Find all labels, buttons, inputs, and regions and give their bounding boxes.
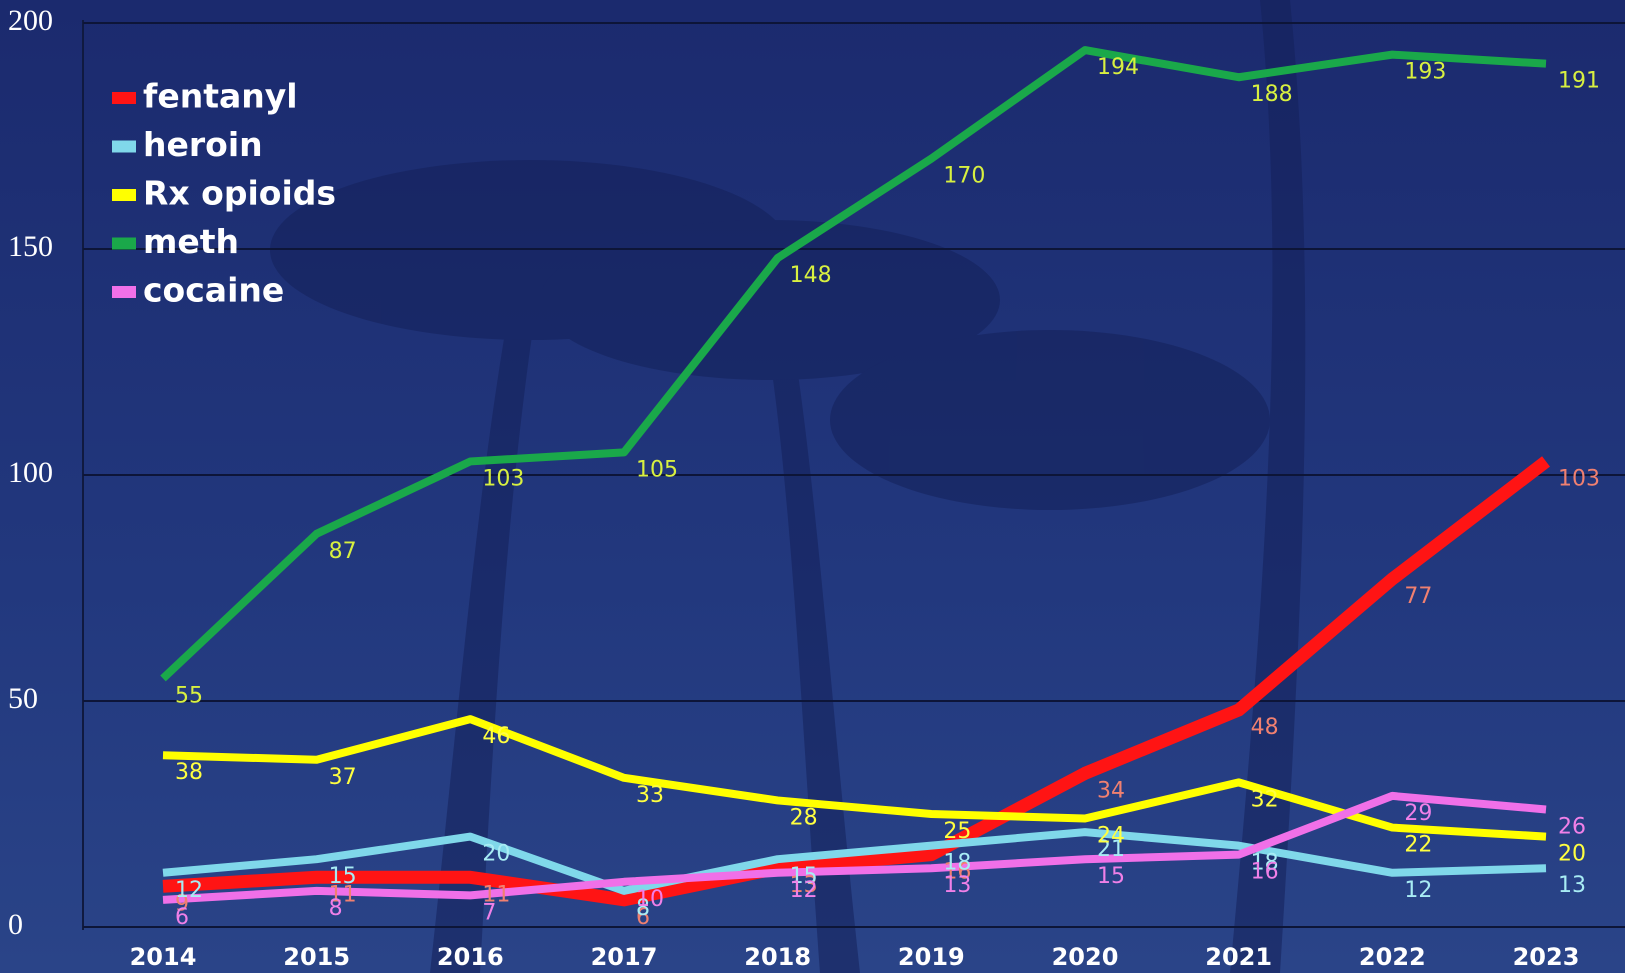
legend-swatch	[112, 141, 136, 153]
value-label: 188	[1251, 82, 1293, 107]
value-label: 48	[1251, 715, 1279, 740]
value-label: 7	[482, 900, 496, 925]
y-tick-label: 200	[8, 4, 53, 37]
legend-swatch	[112, 238, 136, 250]
x-tick-label: 2022	[1359, 943, 1426, 971]
legend-swatch	[112, 92, 136, 104]
value-label: 87	[329, 539, 357, 564]
x-tick-label: 2020	[1052, 943, 1119, 971]
legend-label: meth	[143, 222, 239, 261]
value-label: 38	[175, 760, 203, 785]
value-label: 12	[790, 878, 818, 903]
value-label: 33	[636, 783, 664, 808]
value-label: 170	[943, 164, 985, 189]
value-label: 37	[329, 765, 357, 790]
value-label: 16	[1251, 860, 1279, 885]
x-tick-label: 2016	[437, 943, 504, 971]
value-label: 12	[175, 878, 203, 903]
value-label: 15	[329, 864, 357, 889]
legend-label: fentanyl	[143, 77, 298, 116]
value-label: 25	[943, 819, 971, 844]
x-tick-label: 2023	[1513, 943, 1580, 971]
x-tick-label: 2014	[130, 943, 197, 971]
y-tick-label: 150	[8, 230, 53, 263]
value-label: 46	[482, 724, 510, 749]
value-label: 13	[943, 873, 971, 898]
legend-swatch	[112, 286, 136, 298]
legend-label: heroin	[143, 125, 263, 164]
legend-swatch	[112, 189, 136, 201]
value-label: 191	[1558, 69, 1600, 94]
value-label: 20	[1558, 842, 1586, 867]
value-label: 12	[1404, 878, 1432, 903]
y-tick-label: 0	[8, 908, 23, 941]
value-label: 77	[1404, 584, 1432, 609]
legend-label: cocaine	[143, 271, 284, 310]
x-tick-label: 2017	[591, 943, 658, 971]
value-label: 194	[1097, 55, 1139, 80]
value-label: 26	[1558, 814, 1586, 839]
value-label: 193	[1404, 60, 1446, 85]
chart: 0501001502002014201520162017201820192020…	[0, 0, 1625, 973]
value-label: 32	[1251, 787, 1279, 812]
legend-label: Rx opioids	[143, 174, 336, 213]
value-label: 22	[1404, 833, 1432, 858]
value-label: 105	[636, 457, 678, 482]
value-label: 6	[175, 905, 189, 930]
x-tick-label: 2018	[744, 943, 811, 971]
x-tick-label: 2019	[898, 943, 965, 971]
value-label: 8	[329, 896, 343, 921]
value-label: 55	[175, 683, 203, 708]
y-tick-label: 50	[8, 682, 38, 715]
value-label: 13	[1558, 873, 1586, 898]
value-label: 18	[943, 851, 971, 876]
value-label: 29	[1404, 801, 1432, 826]
value-label: 103	[482, 466, 524, 491]
value-label: 103	[1558, 466, 1600, 491]
y-tick-label: 100	[8, 456, 53, 489]
value-label: 148	[790, 263, 832, 288]
x-tick-label: 2015	[283, 943, 350, 971]
value-label: 28	[790, 805, 818, 830]
value-label: 10	[636, 887, 664, 912]
value-label: 24	[1097, 824, 1125, 849]
x-tick-label: 2021	[1205, 943, 1272, 971]
value-label: 20	[482, 842, 510, 867]
value-label: 15	[1097, 864, 1125, 889]
value-label: 34	[1097, 778, 1125, 803]
